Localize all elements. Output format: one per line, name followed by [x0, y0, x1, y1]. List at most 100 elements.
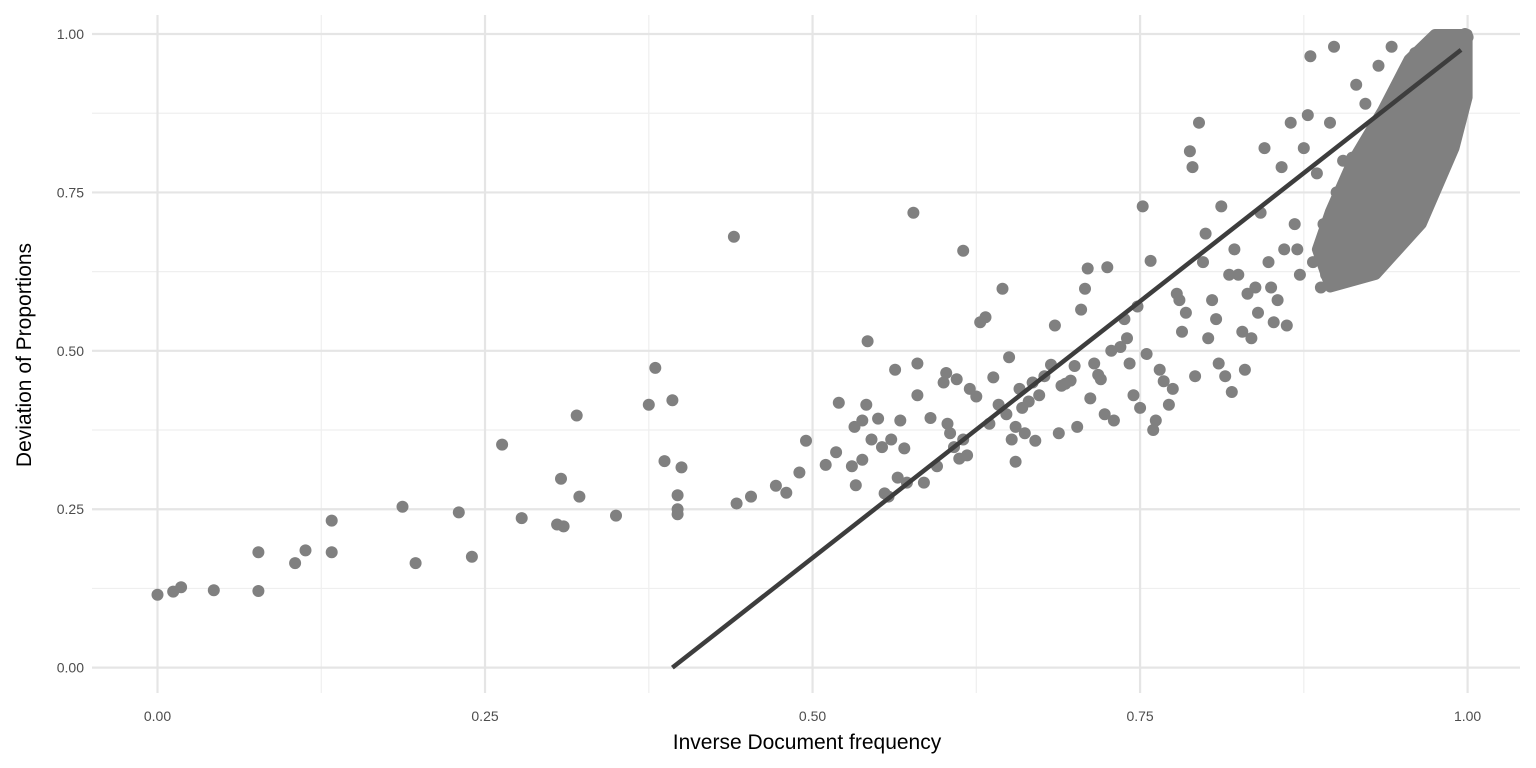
data-point	[1291, 243, 1304, 256]
data-point	[780, 486, 793, 499]
data-point	[1333, 243, 1346, 256]
data-point	[1314, 281, 1327, 294]
data-point	[151, 588, 164, 601]
data-point	[1123, 357, 1136, 370]
data-point	[1262, 256, 1275, 269]
data-point	[996, 282, 1009, 295]
data-point	[1393, 129, 1406, 142]
data-point	[1398, 66, 1411, 78]
data-point	[1337, 154, 1350, 167]
data-point	[937, 376, 950, 389]
data-point	[1424, 110, 1437, 123]
data-point	[1275, 161, 1288, 174]
data-point	[1199, 227, 1212, 240]
data-point	[1189, 370, 1202, 383]
data-point	[1252, 306, 1264, 319]
data-point	[1328, 40, 1340, 53]
data-point	[1385, 40, 1398, 53]
data-point	[1033, 389, 1046, 402]
data-point	[1383, 192, 1395, 205]
x-tick-label: 0.00	[144, 708, 171, 724]
data-point	[1409, 47, 1422, 59]
data-point	[1048, 319, 1061, 332]
data-point	[1147, 424, 1160, 436]
data-point	[1280, 319, 1293, 332]
data-point	[299, 544, 312, 557]
data-point	[1022, 395, 1035, 408]
data-point	[941, 417, 954, 430]
data-point	[1009, 455, 1022, 468]
data-point	[1236, 325, 1249, 338]
data-point	[1297, 142, 1310, 155]
data-point	[911, 357, 924, 370]
data-point	[727, 230, 740, 243]
data-point	[1052, 427, 1065, 440]
data-point	[1249, 281, 1262, 294]
data-point	[1438, 37, 1450, 50]
data-point	[1402, 104, 1415, 116]
data-point	[861, 335, 874, 348]
data-point	[396, 500, 409, 513]
data-point	[1245, 332, 1258, 345]
data-point	[1354, 180, 1367, 193]
data-point	[1293, 268, 1306, 281]
data-point	[1223, 268, 1236, 281]
y-tick-label: 0.00	[57, 660, 84, 676]
data-point	[944, 427, 957, 440]
x-tick-label: 0.25	[471, 708, 498, 724]
data-point	[1105, 344, 1118, 357]
data-point	[515, 512, 528, 525]
data-point	[845, 460, 858, 473]
data-point	[1068, 360, 1081, 372]
y-tick-label: 1.00	[57, 26, 84, 42]
data-point	[1064, 374, 1077, 387]
grid-minor	[92, 15, 1520, 693]
data-point	[800, 434, 812, 447]
data-point	[1265, 281, 1278, 294]
data-point	[1350, 78, 1363, 91]
data-point	[769, 479, 782, 492]
data-point	[1186, 161, 1199, 174]
data-point	[1084, 392, 1097, 405]
data-point	[1219, 370, 1232, 383]
data-point	[557, 520, 570, 533]
data-point	[409, 557, 422, 570]
data-point	[940, 367, 953, 379]
data-point	[1212, 357, 1225, 370]
data-point	[642, 398, 655, 411]
data-point	[1346, 151, 1359, 164]
data-point	[1380, 154, 1393, 167]
data-point	[1363, 129, 1376, 142]
data-point	[1162, 398, 1175, 411]
data-point	[970, 390, 983, 403]
data-point	[1445, 72, 1458, 85]
data-point	[1461, 31, 1474, 44]
data-point	[1359, 97, 1372, 110]
y-axis-tick-labels: 0.00 0.25 0.50 0.75 1.00	[57, 26, 84, 676]
data-point	[876, 441, 888, 454]
data-point	[1121, 332, 1133, 345]
data-point	[832, 396, 845, 409]
data-point	[1029, 434, 1042, 447]
data-point	[252, 585, 265, 597]
data-point	[610, 509, 622, 522]
data-point	[793, 466, 806, 479]
trend-line	[670, 48, 1463, 670]
data-point	[1330, 186, 1343, 199]
data-point	[1134, 401, 1147, 414]
data-point	[950, 373, 963, 386]
data-point	[1166, 382, 1179, 395]
data-point	[856, 453, 869, 466]
data-point	[1197, 256, 1209, 269]
data-point	[1149, 414, 1162, 427]
data-point	[496, 438, 509, 451]
data-point	[1009, 420, 1022, 433]
data-point	[885, 433, 898, 446]
data-point	[1157, 375, 1170, 388]
data-point	[1324, 116, 1336, 129]
data-point	[1372, 59, 1385, 72]
x-tick-label: 1.00	[1454, 708, 1481, 724]
data-point	[1071, 420, 1084, 433]
data-point	[1411, 91, 1424, 104]
